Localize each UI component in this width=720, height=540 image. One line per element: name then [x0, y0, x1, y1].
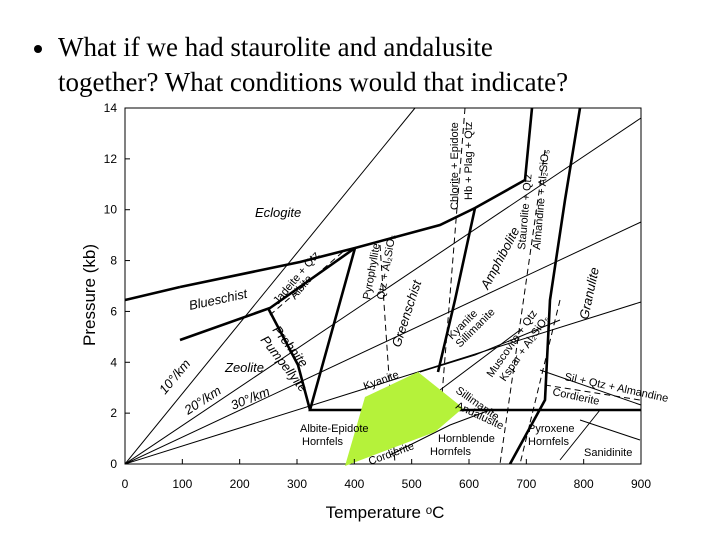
x-tick-label: 900 — [631, 477, 651, 491]
x-tick-label: 800 — [574, 477, 594, 491]
reaction-label: Chlorite + Epidote — [449, 122, 461, 210]
stability-region — [345, 372, 463, 466]
x-tick-label: 500 — [402, 477, 422, 491]
y-tick-label: 2 — [110, 406, 117, 420]
facies-label: Hornblende — [438, 433, 495, 445]
x-tick-label: 600 — [459, 477, 479, 491]
reaction-line — [439, 107, 466, 421]
facies-label: Albite-Epidote — [300, 423, 369, 435]
question-line: together? What conditions would that ind… — [58, 67, 568, 97]
facies-label: Greenschist — [389, 277, 425, 349]
facies-label: Hornfels — [302, 436, 343, 448]
question-line: What if we had staurolite and andalusite — [58, 32, 493, 62]
reaction-line — [579, 419, 641, 441]
geotherm — [124, 301, 642, 465]
facies-label: Pyroxene — [528, 423, 574, 435]
facies-label: Eclogite — [255, 205, 301, 220]
geotherm-label: 10°/km — [156, 356, 194, 397]
reaction-line — [539, 369, 642, 406]
x-tick-label: 0 — [122, 477, 129, 491]
x-tick-label: 100 — [172, 477, 192, 491]
x-tick-label: 300 — [287, 477, 307, 491]
x-tick-label: 200 — [230, 477, 250, 491]
y-tick-label: 8 — [110, 254, 117, 268]
y-tick-label: 12 — [104, 152, 118, 166]
reaction-line — [389, 409, 491, 456]
plot-frame — [124, 107, 642, 465]
geotherm-label: 30°/km — [229, 384, 272, 413]
facies-label: Granulite — [576, 266, 602, 321]
reaction-line — [439, 329, 521, 391]
facies-label: Amphibolite — [477, 224, 523, 292]
geotherm — [124, 107, 416, 465]
y-tick-label: 4 — [110, 355, 117, 369]
y-axis-title: Pressure (kb) — [80, 244, 99, 346]
x-tick-label: 400 — [344, 477, 364, 491]
reaction-line — [559, 409, 601, 461]
facies-boundary — [508, 107, 582, 465]
facies-boundary — [266, 307, 312, 411]
facies-label: Sanidinite — [584, 447, 632, 459]
facies-diagram: Eclogite Blueschist Zeolite Prehnite Pum… — [124, 107, 669, 468]
facies-boundary — [436, 207, 477, 373]
facies-label: Blueschist — [188, 286, 250, 313]
x-tick-label: 700 — [516, 477, 536, 491]
facies-label: Hornfels — [528, 436, 569, 448]
reaction-label: Hb + Plag + Qtz — [463, 122, 475, 200]
reaction-label: Almandine + Al₂SiO₅ — [531, 149, 552, 250]
bullet — [34, 45, 42, 53]
facies-label: Hornfels — [430, 446, 471, 458]
reaction-line — [544, 384, 641, 401]
y-tick-label: 6 — [110, 304, 117, 318]
facies-boundary — [124, 285, 181, 302]
geotherm — [124, 117, 642, 465]
reaction-line — [269, 249, 346, 316]
y-tick-label: 14 — [104, 101, 118, 115]
x-axis-title: Temperature ᵒC — [326, 503, 445, 522]
y-tick-label: 10 — [104, 203, 118, 217]
facies-boundary — [308, 247, 641, 412]
reaction-line — [499, 149, 546, 465]
reaction-line — [519, 299, 561, 465]
y-tick-label: 0 — [110, 457, 117, 471]
facies-label: Zeolite — [224, 360, 264, 375]
facies-boundary — [179, 246, 356, 342]
facies-boundary — [179, 107, 534, 289]
